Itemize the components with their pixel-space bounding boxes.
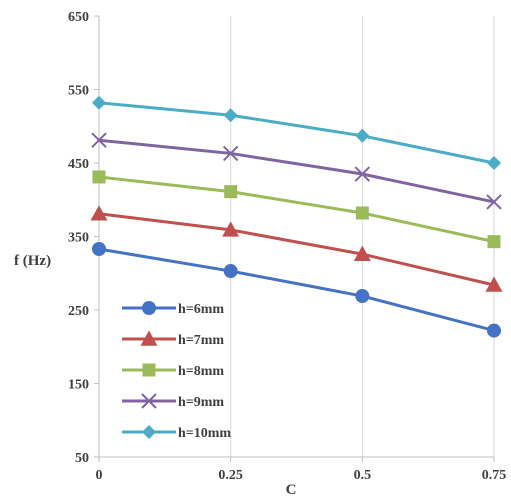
legend-entry: h=6mm [122, 301, 224, 317]
data-point [486, 194, 502, 210]
data-point [487, 323, 501, 338]
data-point [354, 166, 371, 182]
data-point [487, 235, 501, 249]
x-tick-label: 0 [96, 468, 103, 483]
y-axis-title: f (Hz) [14, 253, 51, 269]
data-point [92, 95, 106, 110]
x-axis-title: C [286, 482, 297, 497]
y-tick-label: 50 [75, 451, 89, 466]
y-tick-label: 350 [68, 231, 89, 246]
data-point [353, 245, 371, 261]
data-point [90, 205, 108, 221]
data-point [355, 206, 369, 220]
series-3 [91, 132, 502, 210]
data-point [485, 276, 503, 292]
data-point [355, 128, 370, 143]
data-point [224, 185, 238, 199]
legend-entry: h=9mm [122, 393, 224, 410]
series-line [98, 247, 495, 333]
y-tick-label: 250 [68, 304, 89, 319]
legend-marker [142, 301, 156, 315]
series-line [98, 101, 495, 165]
data-point [223, 264, 238, 279]
legend-marker [142, 363, 156, 377]
legend-entry: h=10mm [122, 425, 231, 441]
legend-entry: h=8mm [122, 363, 224, 379]
data-point [222, 145, 239, 162]
series-0 [92, 241, 501, 338]
legend-label: h=9mm [178, 395, 224, 410]
legend-label: h=7mm [178, 333, 224, 348]
data-point [223, 108, 238, 123]
x-tick-label: 0.75 [482, 468, 507, 483]
series-line [98, 212, 495, 287]
data-point [92, 241, 106, 256]
legend-label: h=10mm [178, 426, 231, 441]
tick-labels: 50 150 250 350 450 550 650 0 0.25 0.5 0.75 [68, 10, 506, 483]
series-layer [90, 95, 503, 338]
legend-label: h=6mm [178, 302, 224, 317]
legend-entry: h=7mm [122, 330, 224, 348]
series-2 [92, 170, 501, 249]
data-point [92, 170, 106, 184]
axes [94, 15, 495, 462]
legend-marker [140, 330, 158, 346]
series-4 [92, 95, 501, 170]
data-point [222, 221, 240, 237]
y-tick-label: 150 [68, 378, 89, 393]
y-tick-label: 450 [68, 157, 89, 172]
y-tick-label: 550 [68, 84, 89, 99]
x-tick-label: 0.5 [354, 468, 372, 483]
series-line [98, 175, 495, 244]
data-point [355, 289, 370, 304]
x-tick-label: 0.25 [218, 468, 243, 483]
legend-label: h=8mm [178, 364, 224, 379]
data-point [91, 132, 107, 148]
legend-marker [142, 425, 156, 439]
legend: h=6mm h=7mm h=8mm h=9mm h=10mm [122, 301, 231, 441]
series-1 [90, 205, 503, 292]
legend-marker [141, 393, 157, 409]
series-line [98, 138, 495, 204]
y-tick-label: 650 [68, 10, 89, 25]
data-point [487, 156, 501, 170]
